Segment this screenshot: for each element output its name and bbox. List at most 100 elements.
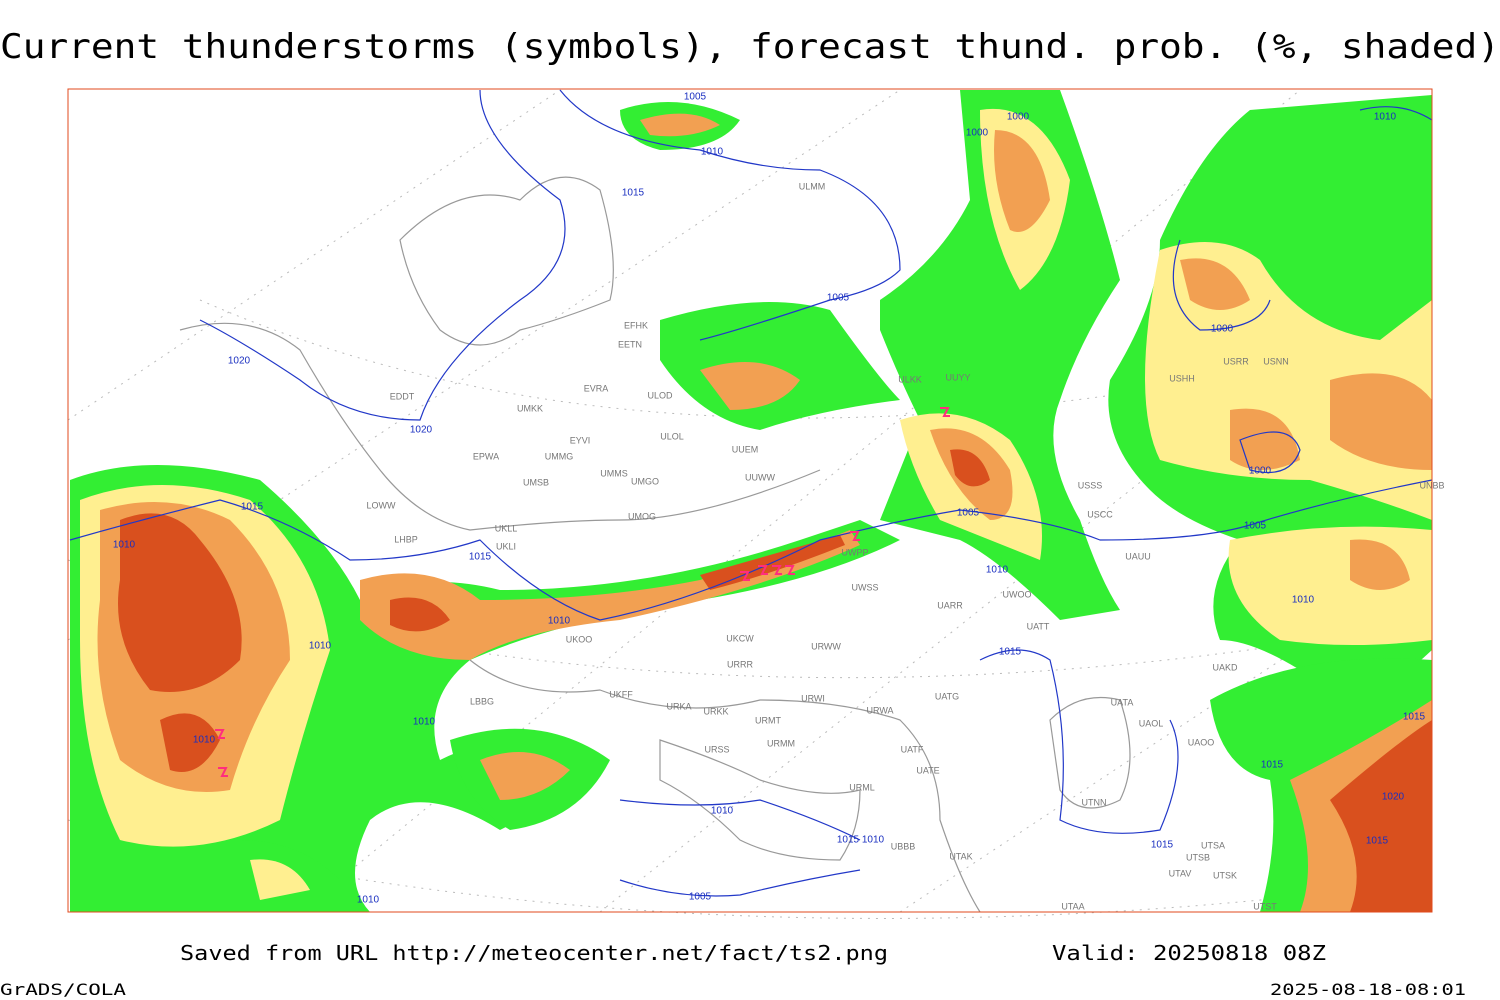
- isobar-label: 1005: [827, 293, 850, 304]
- isobar-label: 1000: [1211, 324, 1234, 335]
- station-label: UAKD: [1212, 662, 1238, 672]
- valid-time: Valid: 20250818 08Z: [1052, 941, 1326, 965]
- isobar-label: 1005: [689, 892, 712, 903]
- station-label: UATT: [1027, 621, 1050, 631]
- station-label: UKOO: [566, 634, 593, 644]
- station-label: UKCW: [726, 633, 754, 643]
- isobar-label: 1020: [228, 356, 251, 367]
- graticule: [67, 89, 1433, 919]
- isobar-label: 1010: [309, 641, 332, 652]
- station-label: ULKK: [898, 374, 922, 384]
- station-label: UAUU: [1125, 551, 1151, 561]
- station-label: USNN: [1263, 356, 1289, 366]
- station-label: EFHK: [624, 320, 648, 330]
- station-label: UTAK: [949, 851, 972, 861]
- station-label: EETN: [618, 339, 642, 349]
- station-label: UWOO: [1003, 589, 1032, 599]
- station-label: UMKK: [517, 403, 543, 413]
- station-label: URWW: [811, 641, 841, 651]
- isobar-label: 1000: [1007, 112, 1030, 123]
- station-label: URSS: [704, 744, 729, 754]
- isobar-label: 1015: [622, 188, 645, 199]
- station-label: UAOO: [1188, 737, 1215, 747]
- station-label: UATG: [935, 691, 959, 701]
- station-label: USRR: [1223, 356, 1249, 366]
- isobar-label: 1015: [1261, 760, 1284, 771]
- station-label: URKK: [703, 706, 728, 716]
- station-label: UATF: [901, 744, 924, 754]
- map: ULMM EFHK EETN EVRA ULOD UMKK EDDT EYVI ULOL EPWA…: [67, 88, 1445, 919]
- station-label: UUYY: [945, 372, 970, 382]
- station-label: USCC: [1087, 509, 1113, 519]
- isobar-label: 1000: [966, 128, 989, 139]
- isobar-label: 1010: [862, 835, 885, 846]
- station-label: USHH: [1169, 373, 1195, 383]
- station-label: USSS: [1078, 480, 1103, 490]
- station-label: EYVI: [570, 435, 591, 445]
- station-label: UWPP: [842, 547, 869, 557]
- isobars: [69, 89, 1433, 897]
- isobar-label: 1005: [957, 508, 980, 519]
- station-label: UBBB: [891, 841, 916, 851]
- isobar-label: 1010: [701, 147, 724, 158]
- isobar-label: 1015: [1366, 836, 1389, 847]
- isobar-label: 1005: [1244, 521, 1267, 532]
- station-label: LOWW: [367, 500, 397, 510]
- station-label: UAOL: [1139, 718, 1164, 728]
- station-label: UTAV: [1169, 868, 1192, 878]
- source-url: Saved from URL http://meteocenter.net/fa…: [180, 941, 888, 965]
- map-labels: ULMM EFHK EETN EVRA ULOD UMKK EDDT EYVI ULOL EPWA…: [113, 92, 1445, 912]
- title: Current thunderstorms (symbols), forecas…: [0, 27, 1500, 67]
- map-border: [67, 88, 1433, 913]
- station-label: UWSS: [852, 582, 879, 592]
- station-label: UMMS: [600, 468, 628, 478]
- station-label: UATE: [916, 765, 939, 775]
- station-label: ULMM: [799, 181, 826, 191]
- station-label: URWI: [801, 693, 825, 703]
- station-label: UTSK: [1213, 870, 1237, 880]
- station-label: EDDT: [390, 391, 415, 401]
- station-label: URMM: [767, 738, 795, 748]
- station-label: UTST: [1253, 901, 1277, 911]
- station-label: UMSB: [523, 477, 549, 487]
- station-label: ULOL: [660, 431, 684, 441]
- isobar-label: 1010: [1292, 595, 1315, 606]
- station-label: UTAA: [1061, 901, 1084, 911]
- station-label: UMMG: [545, 451, 574, 461]
- station-label: URMT: [755, 715, 781, 725]
- isobar-label: 1010: [113, 540, 136, 551]
- station-label: UARR: [937, 600, 963, 610]
- station-label: URKA: [666, 701, 691, 711]
- station-label: UTSA: [1201, 840, 1225, 850]
- station-label: URML: [849, 782, 875, 792]
- isobar-label: 1010: [1374, 112, 1397, 123]
- isobar-label: 1010: [193, 735, 216, 746]
- station-label: ULOD: [647, 390, 673, 400]
- isobar-label: 1015: [1403, 712, 1426, 723]
- station-label: URRR: [727, 659, 753, 669]
- station-label: EVRA: [584, 383, 609, 393]
- isobar-label: 1015: [837, 835, 860, 846]
- coastlines: [179, 176, 1131, 913]
- station-label: UKLI: [496, 541, 516, 551]
- station-label: UTNN: [1082, 797, 1107, 807]
- isobar-label: 1015: [1151, 840, 1174, 851]
- station-label: LHBP: [394, 534, 418, 544]
- station-label: LBBG: [470, 696, 494, 706]
- station-label: UATA: [1111, 697, 1134, 707]
- software: GrADS/COLA: [0, 980, 126, 999]
- isobar-label: 1000: [1249, 466, 1272, 477]
- isobar-label: 1010: [357, 895, 380, 906]
- isobar-label: 1020: [1382, 792, 1405, 803]
- isobar-label: 1010: [413, 717, 436, 728]
- station-label: URWA: [867, 705, 894, 715]
- prob-shading: [70, 90, 1432, 912]
- station-label: UMOG: [628, 511, 656, 521]
- station-label: UMGO: [631, 476, 659, 486]
- station-label: UKLL: [495, 523, 518, 533]
- station-label: EPWA: [473, 451, 499, 461]
- timestamp: 2025-08-18-08:01: [1270, 980, 1466, 999]
- station-label: UUEM: [732, 444, 759, 454]
- station-label: UUWW: [745, 472, 775, 482]
